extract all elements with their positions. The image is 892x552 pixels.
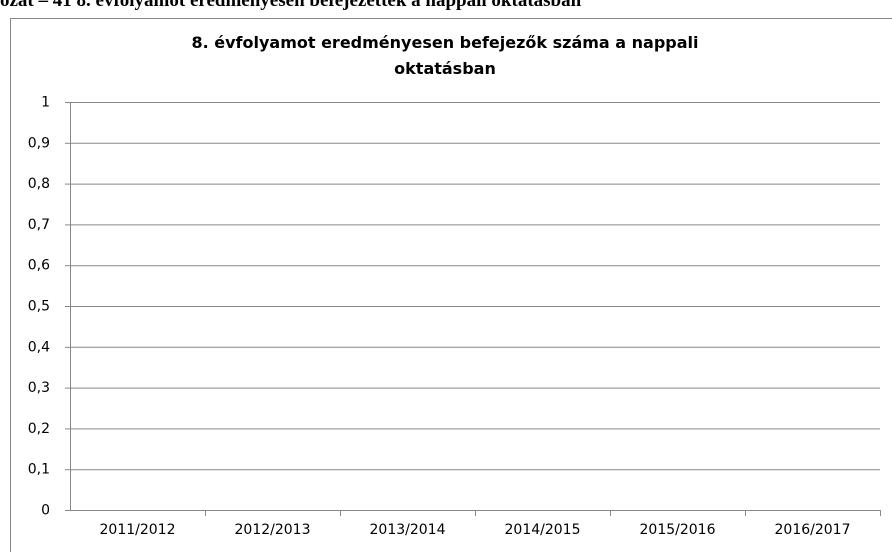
y-tick-label: 0,2 [28,421,50,437]
caption: ozat – 41 8. évfolyamot eredményesen bef… [0,0,582,11]
y-tick-label: 0,7 [28,217,50,233]
y-tick-label: 0,5 [28,299,50,315]
x-tick-label: 2014/2015 [505,522,581,538]
y-tick-label: 0,1 [28,462,50,478]
chart-title: 8. évfolyamot eredményesen befejezők szá… [191,33,699,78]
x-tick-label: 2016/2017 [775,522,851,538]
y-tick-label: 0 [41,503,50,519]
y-tick-label: 0,3 [28,380,50,396]
y-tick-label: 0,6 [28,258,50,274]
x-tick-label: 2015/2016 [640,522,716,538]
x-tick-label: 2011/2012 [100,522,176,538]
y-tick-label: 0,4 [28,339,50,355]
x-tick-label: 2012/2013 [235,522,311,538]
y-tick-label: 1 [41,95,50,111]
y-tick-label: 0,8 [28,176,50,192]
y-tick-label: 0,9 [28,135,50,151]
x-tick-label: 2013/2014 [370,522,446,538]
chart-frame [10,18,892,552]
